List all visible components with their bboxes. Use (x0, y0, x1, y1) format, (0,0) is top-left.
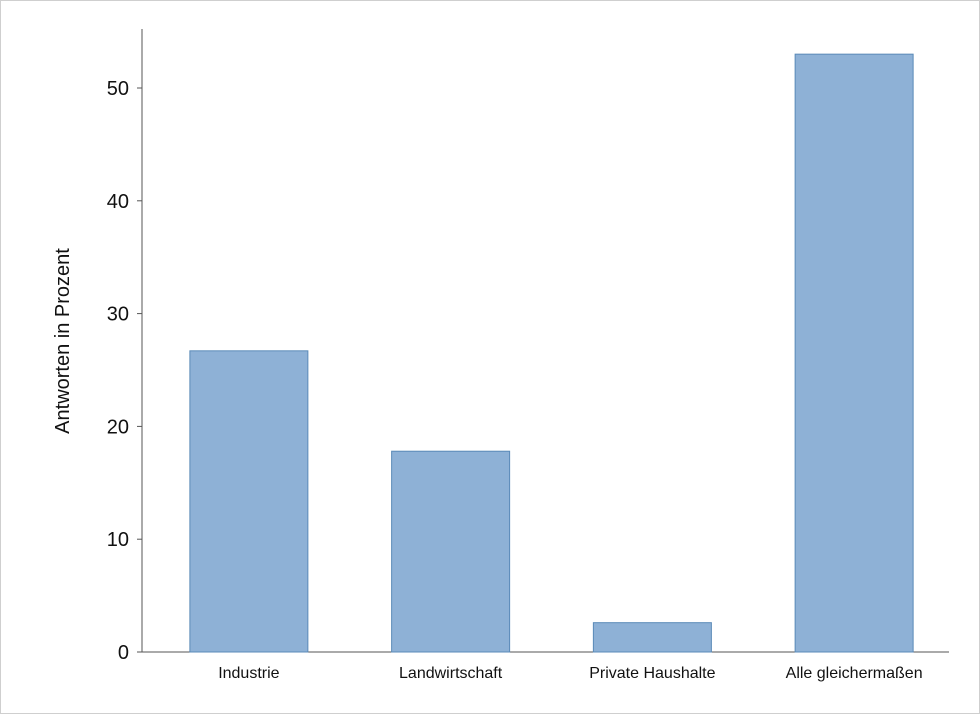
x-tick-label: Private Haushalte (589, 665, 715, 682)
y-tick-label: 20 (107, 416, 129, 438)
bars (189, 53, 914, 653)
y-tick-label: 30 (107, 304, 129, 326)
x-tick-label: Industrie (218, 665, 279, 682)
y-tick-label: 10 (107, 529, 129, 551)
bar (189, 350, 309, 653)
y-tick-label: 50 (107, 78, 129, 100)
y-tick-label: 40 (107, 191, 129, 213)
x-tick-labels: Industrie Landwirtschaft Private Haushalte… (218, 665, 922, 682)
bar (391, 450, 511, 653)
bar (592, 622, 712, 653)
bar (794, 53, 914, 653)
y-tick-label: 0 (118, 642, 129, 664)
y-axis-title: Antworten in Prozent (52, 248, 74, 434)
x-tick-label: Landwirtschaft (399, 665, 503, 682)
x-tick-label: Alle gleichermaßen (786, 665, 923, 682)
x-axis: Industrie Landwirtschaft Private Haushalte… (142, 651, 949, 682)
y-axis: 0 10 20 30 40 50 (107, 29, 143, 664)
y-ticks: 0 10 20 30 40 50 (107, 78, 142, 664)
